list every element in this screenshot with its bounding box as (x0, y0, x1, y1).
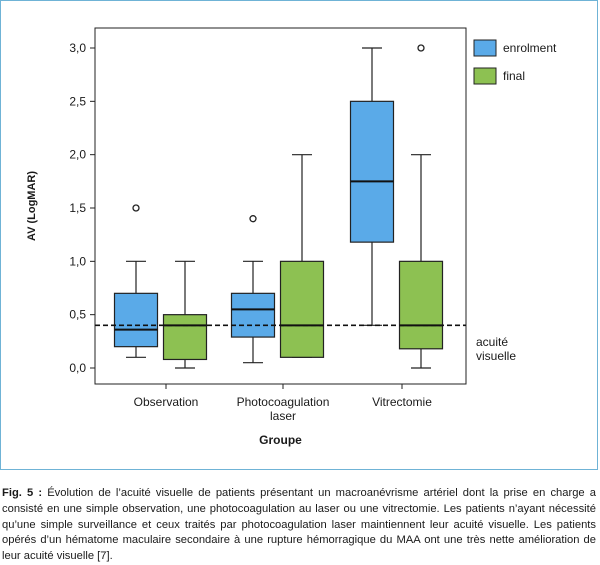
outlier-point (249, 215, 257, 223)
caption-label: Fig. 5 : (2, 487, 43, 499)
plot-area-frame (94, 27, 467, 385)
y-tick-label: 0,5 (69, 308, 86, 322)
box-plot-chart: 0,0 0,5 1,0 1,5 2,0 2,5 3,0 AV (LogMAR) Observat… (26, 27, 557, 447)
box-final (398, 260, 444, 350)
box-enrolment (113, 292, 159, 348)
x-tick-label: Photocoagulation (237, 395, 330, 409)
x-axis-label: Groupe (259, 433, 302, 447)
figure-frame (0, 0, 598, 470)
y-tick-label: 1,5 (69, 201, 86, 215)
y-tick-label: 3,0 (69, 41, 86, 55)
box-enrolment (349, 100, 395, 243)
outlier-point (417, 44, 425, 52)
outlier-point (132, 204, 140, 212)
y-tick-label: 2,5 (69, 94, 86, 108)
legend-swatch-final (473, 67, 497, 85)
reference-line-label: acuité (476, 335, 508, 349)
y-tick-label: 2,0 (69, 148, 86, 162)
box-enrolment (230, 292, 276, 338)
box-final (162, 314, 208, 361)
x-tick-label: laser (270, 409, 296, 423)
y-axis-label: AV (LogMAR) (26, 171, 38, 241)
x-tick-label: Observation (134, 395, 199, 409)
legend-swatch-enrolment (473, 39, 497, 57)
y-tick-label: 1,0 (69, 254, 86, 268)
reference-line-label: visuelle (476, 349, 516, 363)
y-tick-label: 0,0 (69, 361, 86, 375)
box-final (279, 260, 325, 358)
legend-label-enrolment: enrolment (503, 41, 557, 55)
caption-text: Évolution de l’acuité visuelle de patien… (2, 487, 596, 563)
legend-label-final: final (503, 69, 525, 83)
x-tick-label: Vitrectomie (372, 395, 432, 409)
figure-caption: Fig. 5 : Évolution de l’acuité visuelle … (2, 486, 596, 565)
